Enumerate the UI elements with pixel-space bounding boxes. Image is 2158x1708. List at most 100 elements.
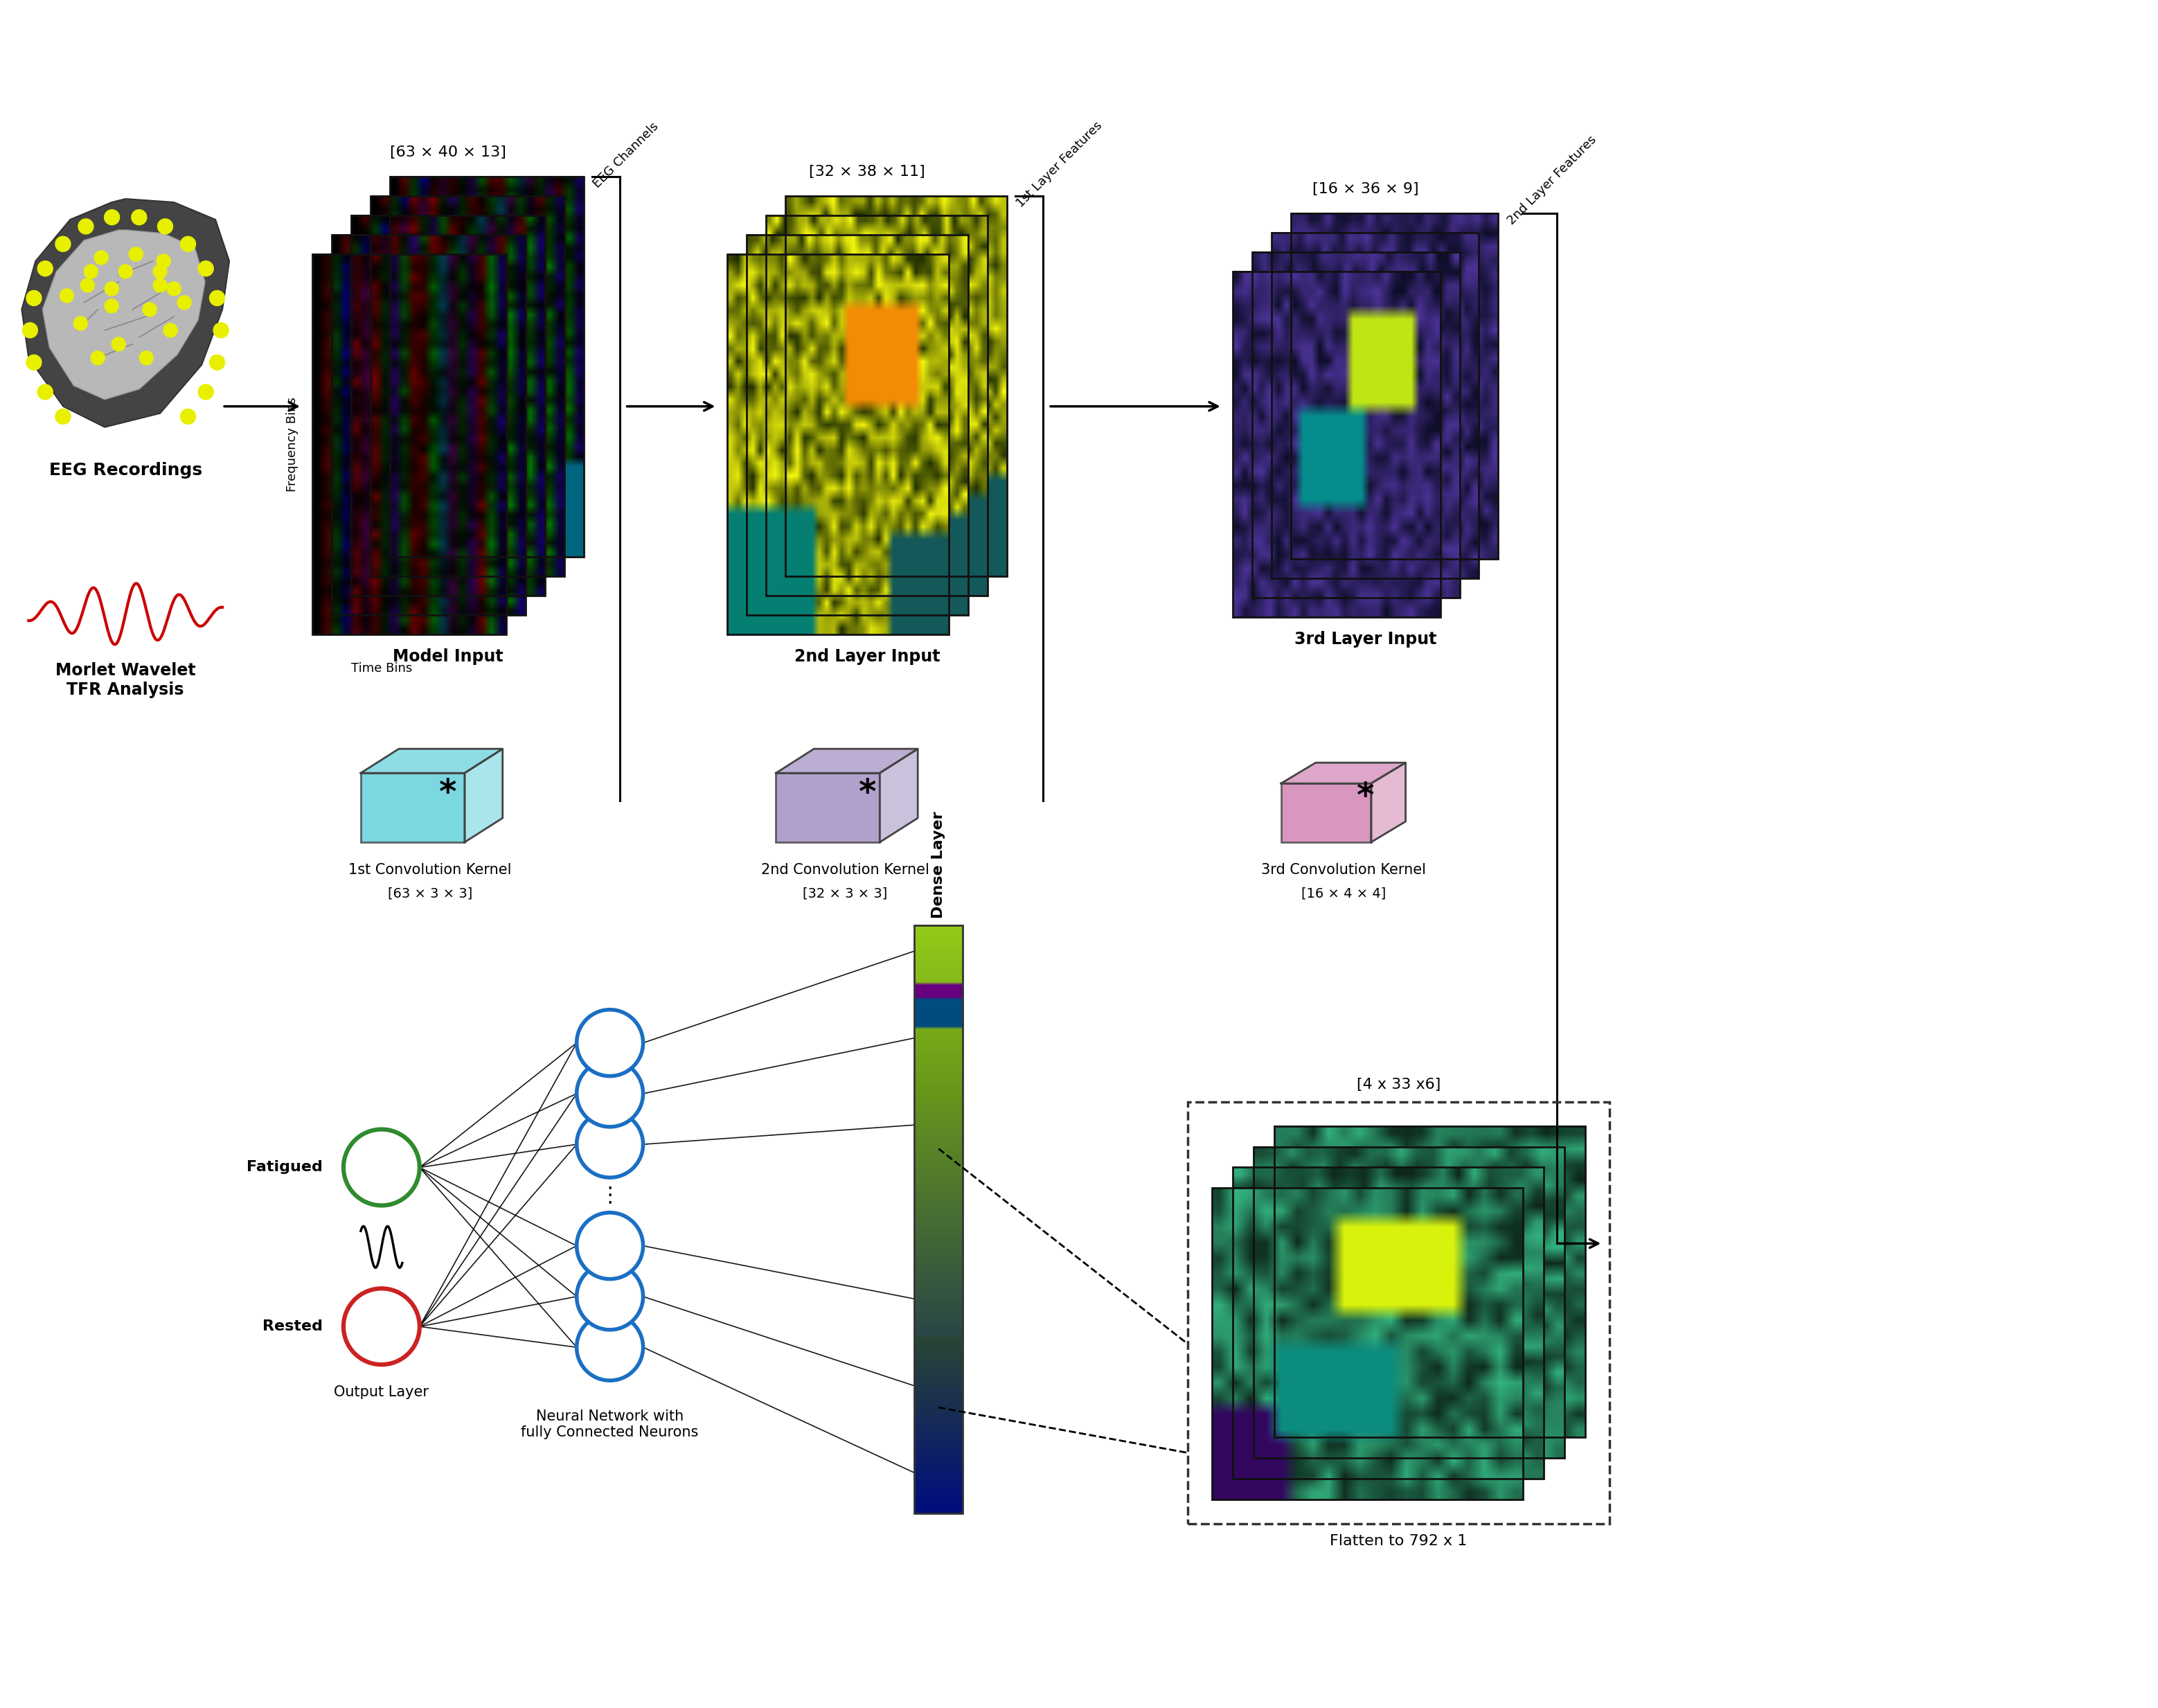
Circle shape xyxy=(132,210,147,225)
Circle shape xyxy=(112,336,125,352)
Text: [16 × 36 × 9]: [16 × 36 × 9] xyxy=(1312,183,1418,196)
Text: [16 × 4 × 4]: [16 × 4 × 4] xyxy=(1301,886,1385,900)
Circle shape xyxy=(576,1213,643,1279)
Polygon shape xyxy=(1370,763,1405,842)
Circle shape xyxy=(60,289,73,302)
Circle shape xyxy=(166,282,181,295)
Bar xyxy=(1252,253,1459,598)
Text: 2nd Convolution Kernel: 2nd Convolution Kernel xyxy=(762,863,930,876)
Circle shape xyxy=(199,261,214,277)
Text: *: * xyxy=(440,777,457,810)
Text: EEG Channels: EEG Channels xyxy=(591,120,660,191)
Bar xyxy=(915,926,962,1513)
Text: 1st Layer Features: 1st Layer Features xyxy=(1014,120,1105,210)
Text: EEG Recordings: EEG Recordings xyxy=(50,461,203,478)
Circle shape xyxy=(104,210,119,225)
Bar xyxy=(371,196,563,577)
Bar xyxy=(1271,232,1478,579)
Text: 1st Convolution Kernel: 1st Convolution Kernel xyxy=(347,863,511,876)
Bar xyxy=(1232,272,1439,617)
Bar xyxy=(786,196,1008,577)
Circle shape xyxy=(576,1313,643,1380)
Text: Time Bins: Time Bins xyxy=(352,663,412,675)
Polygon shape xyxy=(880,748,917,842)
Bar xyxy=(727,254,950,635)
Text: [63 × 40 × 13]: [63 × 40 × 13] xyxy=(391,145,507,159)
Text: Rested: Rested xyxy=(263,1320,324,1334)
Circle shape xyxy=(37,384,52,400)
FancyBboxPatch shape xyxy=(360,774,464,842)
Bar xyxy=(766,215,988,596)
Circle shape xyxy=(576,1061,643,1127)
Bar xyxy=(1187,1102,1610,1524)
Bar xyxy=(313,254,507,635)
Circle shape xyxy=(56,408,71,424)
Circle shape xyxy=(84,265,97,278)
Text: Fatigued: Fatigued xyxy=(246,1160,324,1175)
Circle shape xyxy=(209,290,224,306)
Circle shape xyxy=(158,219,173,234)
Circle shape xyxy=(26,355,41,371)
Circle shape xyxy=(80,278,95,292)
Circle shape xyxy=(142,302,158,316)
Text: Model Input: Model Input xyxy=(393,649,503,664)
Text: Flatten to 792 x 1: Flatten to 792 x 1 xyxy=(1329,1534,1467,1547)
Circle shape xyxy=(22,323,37,338)
Circle shape xyxy=(140,352,153,366)
Circle shape xyxy=(78,219,93,234)
Text: 3rd Layer Input: 3rd Layer Input xyxy=(1295,632,1437,647)
Circle shape xyxy=(129,248,142,261)
Circle shape xyxy=(181,408,196,424)
Text: *: * xyxy=(1357,781,1375,815)
Circle shape xyxy=(576,1264,643,1331)
Circle shape xyxy=(95,251,108,265)
Bar xyxy=(1273,1126,1586,1436)
FancyBboxPatch shape xyxy=(1282,784,1370,842)
Text: *: * xyxy=(859,777,876,810)
Text: Frequency Bins: Frequency Bins xyxy=(287,396,298,492)
Polygon shape xyxy=(777,748,917,774)
Polygon shape xyxy=(464,748,503,842)
Circle shape xyxy=(214,323,229,338)
Polygon shape xyxy=(22,198,229,427)
Text: [63 × 3 × 3]: [63 × 3 × 3] xyxy=(388,886,473,900)
Text: [32 × 3 × 3]: [32 × 3 × 3] xyxy=(803,886,887,900)
Bar xyxy=(1213,1189,1524,1500)
Circle shape xyxy=(209,355,224,371)
Bar xyxy=(332,234,524,615)
Bar xyxy=(352,215,544,596)
Circle shape xyxy=(153,265,166,278)
Text: 3rd Convolution Kernel: 3rd Convolution Kernel xyxy=(1260,863,1426,876)
Polygon shape xyxy=(360,748,503,774)
Circle shape xyxy=(576,1112,643,1177)
Circle shape xyxy=(343,1288,419,1365)
Circle shape xyxy=(56,236,71,251)
Circle shape xyxy=(164,323,177,336)
Circle shape xyxy=(199,384,214,400)
Circle shape xyxy=(119,265,132,278)
FancyBboxPatch shape xyxy=(777,774,880,842)
Polygon shape xyxy=(43,231,205,400)
Circle shape xyxy=(343,1129,419,1206)
Polygon shape xyxy=(1282,763,1405,784)
Text: ⋮: ⋮ xyxy=(600,1185,622,1206)
Circle shape xyxy=(91,352,106,366)
Bar xyxy=(747,234,969,615)
Text: Neural Network with
fully Connected Neurons: Neural Network with fully Connected Neur… xyxy=(520,1409,699,1440)
Circle shape xyxy=(106,282,119,295)
Text: Dense Layer: Dense Layer xyxy=(932,811,945,919)
Circle shape xyxy=(37,261,52,277)
Circle shape xyxy=(158,254,170,268)
Bar xyxy=(1254,1146,1565,1459)
Text: 2nd Layer Features: 2nd Layer Features xyxy=(1506,133,1599,227)
Circle shape xyxy=(26,290,41,306)
Circle shape xyxy=(153,278,166,292)
Circle shape xyxy=(181,236,196,251)
Text: Morlet Wavelet
TFR Analysis: Morlet Wavelet TFR Analysis xyxy=(56,663,196,699)
Text: [32 × 38 × 11]: [32 × 38 × 11] xyxy=(809,166,926,179)
Bar xyxy=(391,176,583,557)
Text: 2nd Layer Input: 2nd Layer Input xyxy=(794,649,941,664)
Bar xyxy=(1290,214,1498,559)
Circle shape xyxy=(106,299,119,313)
Circle shape xyxy=(73,316,88,330)
